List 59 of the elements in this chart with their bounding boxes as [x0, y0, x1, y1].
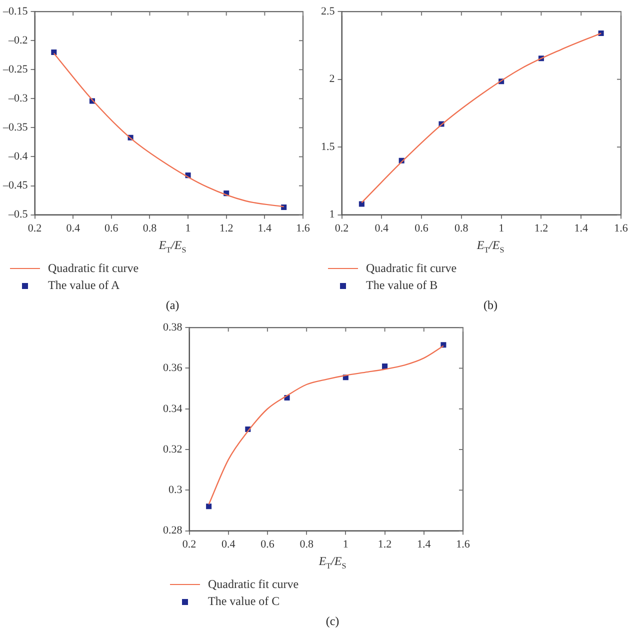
x-tick-label: 1 — [185, 222, 191, 234]
point — [382, 363, 388, 369]
x-tick-label: 1.6 — [614, 222, 628, 234]
text: (b) — [482, 298, 498, 313]
x-tick-label: 0.6 — [104, 222, 119, 234]
y-tick-label: 0.38 — [163, 321, 183, 334]
y-tick-label: 0.28 — [163, 524, 183, 537]
legend-label: Quadratic fit curve — [366, 261, 457, 276]
x-tick-label: 0.4 — [66, 222, 80, 234]
y-tick-label: 2 — [329, 73, 335, 86]
x-tick-label: 1 — [498, 222, 504, 234]
legend-label: Quadratic fit curve — [208, 577, 299, 592]
x-tick-label: 1.4 — [417, 538, 432, 550]
text: (c) — [324, 614, 340, 629]
x-tick-label: 0.6 — [414, 222, 429, 234]
x-tick-label: 0.4 — [374, 222, 390, 234]
y-tick-label: 0.36 — [163, 362, 183, 374]
legend-label: The value of A — [48, 278, 120, 293]
x-tick-label: 0.6 — [260, 538, 275, 550]
y-tick-label: –0.4 — [8, 150, 28, 163]
x-tick-label: 1.6 — [456, 538, 470, 550]
point — [358, 201, 364, 207]
x-tick-label: 0.2 — [334, 222, 349, 234]
legend-label: Quadratic fit curve — [48, 261, 139, 276]
x-tick-label: 1.6 — [296, 222, 310, 234]
y-tick-label: –0.2 — [8, 34, 28, 47]
y-tick-label: 0.34 — [163, 402, 183, 415]
x-tick-label: 1 — [342, 538, 348, 550]
legend-label: The value of C — [208, 594, 280, 609]
x-tick-label: 0.2 — [182, 538, 196, 550]
x-tick-label: 0.2 — [28, 222, 42, 234]
point — [281, 204, 287, 210]
y-tick-label: 1 — [329, 208, 335, 221]
x-axis-title: E$_{T}$/E$_{S}$ — [476, 238, 506, 256]
y-tick-label: 0.3 — [168, 484, 183, 496]
text: (a) — [164, 298, 180, 313]
x-tick-label: 0.8 — [454, 222, 469, 234]
x-axis-title: E$_{T}$/E$_{S}$ — [158, 238, 188, 256]
y-tick-label: –0.15 — [2, 5, 28, 18]
y-tick-label: –0.35 — [2, 122, 28, 134]
legend-label: The value of B — [366, 278, 438, 293]
x-tick-label: 1.2 — [534, 222, 548, 234]
y-tick-label: –0.5 — [8, 208, 28, 221]
x-tick-label: 1.2 — [219, 222, 234, 234]
x-tick-label: 0.8 — [300, 538, 314, 550]
y-tick-label: 1.5 — [321, 140, 336, 153]
point — [51, 49, 57, 56]
x-axis-title: E$_{T}$/E$_{S}$ — [318, 554, 348, 572]
x-tick-label: 0.8 — [142, 222, 158, 234]
y-tick-label: –0.25 — [2, 64, 28, 76]
y-tick-label: –0.3 — [8, 92, 28, 105]
y-tick-label: 0.32 — [163, 443, 182, 456]
point — [206, 504, 212, 510]
y-tick-label: 2.5 — [321, 5, 336, 18]
x-tick-label: 1.2 — [378, 538, 392, 550]
x-tick-label: 1.4 — [258, 222, 272, 234]
y-tick-label: –0.45 — [2, 180, 28, 192]
x-tick-label: 0.4 — [221, 538, 236, 550]
x-tick-label: 1.4 — [574, 222, 588, 234]
